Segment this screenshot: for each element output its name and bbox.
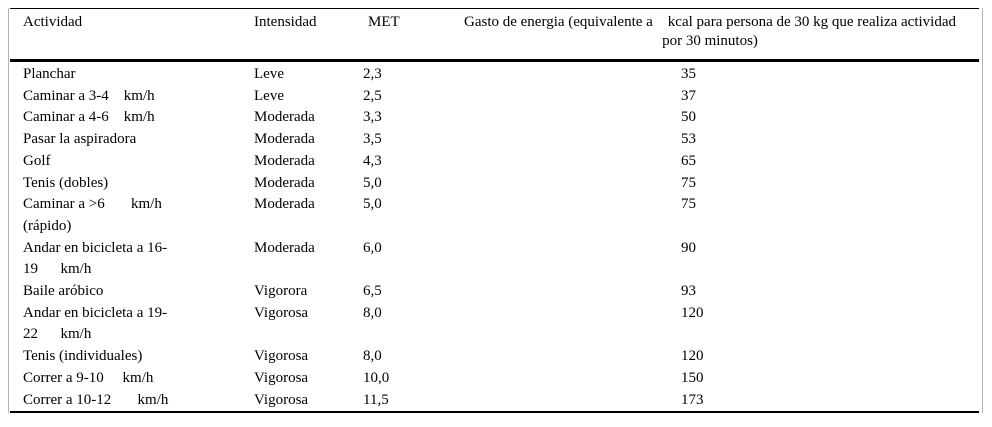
table-row: Baile aróbico Vigorora 6,5 93 xyxy=(10,281,979,303)
table-row: Caminar a >6 km/h (rápido) Moderada 5,0 … xyxy=(10,194,979,237)
activity-cell: Correr a 9-10 km/h xyxy=(23,369,154,386)
activity-met-table: Actividad Intensidad MET Gasto de energi… xyxy=(8,8,983,414)
intensity-cell: Vigorosa xyxy=(254,391,309,408)
met-cell: 11,5 xyxy=(363,391,389,408)
met-cell: 8,0 xyxy=(363,348,382,365)
table-row: Golf Moderada 4,3 65 xyxy=(10,151,979,173)
met-cell: 4,3 xyxy=(363,152,382,169)
table-row: Pasar la aspiradora Moderada 3,5 53 xyxy=(10,129,979,151)
intensity-cell: Moderada xyxy=(254,239,315,256)
activity-cell: Pasar la aspiradora xyxy=(23,131,137,148)
intensity-cell: Vigorosa xyxy=(254,369,309,386)
activity-cell: Correr a 10-12 km/h xyxy=(23,391,169,408)
intensity-cell: Moderada xyxy=(254,174,315,191)
table-row: Tenis (individuales) Vigorosa 8,0 120 xyxy=(10,346,979,368)
kcal-cell: 75 xyxy=(681,174,696,191)
activity-cell: Andar en bicicleta a 16- 19 km/h xyxy=(23,239,168,278)
kcal-cell: 150 xyxy=(681,369,704,386)
intensity-cell: Leve xyxy=(254,87,284,104)
table-row: Andar en bicicleta a 16- 19 km/h Moderad… xyxy=(10,238,979,281)
table-row: Correr a 10-12 km/h Vigorosa 11,5 173 xyxy=(10,390,979,413)
met-cell: 5,0 xyxy=(363,174,382,191)
met-cell: 8,0 xyxy=(363,304,382,321)
kcal-cell: 37 xyxy=(681,87,696,104)
kcal-cell: 65 xyxy=(681,152,696,169)
activity-cell: Caminar a 3-4 km/h xyxy=(23,87,155,104)
header-row: Actividad Intensidad MET Gasto de energi… xyxy=(10,9,979,61)
table-row: Andar en bicicleta a 19- 22 km/h Vigoros… xyxy=(10,303,979,346)
intensity-cell: Vigorosa xyxy=(254,348,309,365)
met-cell: 2,5 xyxy=(363,87,382,104)
intensity-cell: Moderada xyxy=(254,152,315,169)
intensity-cell: Moderada xyxy=(254,196,315,213)
kcal-cell: 120 xyxy=(681,348,704,365)
kcal-cell: 120 xyxy=(681,304,704,321)
column-header-gasto-energia: Gasto de energia (equivalente a kcal par… xyxy=(464,14,956,49)
table-row: Correr a 9-10 km/h Vigorosa 10,0 150 xyxy=(10,368,979,390)
met-cell: 5,0 xyxy=(363,196,382,213)
met-cell: 6,0 xyxy=(363,239,382,256)
intensity-cell: Vigorosa xyxy=(254,304,309,321)
activity-cell: Caminar a >6 km/h (rápido) xyxy=(23,196,162,234)
intensity-cell: Moderada xyxy=(254,131,315,148)
activity-cell: Andar en bicicleta a 19- 22 km/h xyxy=(23,304,168,343)
kcal-cell: 35 xyxy=(681,66,696,82)
table-row: Tenis (dobles) Moderada 5,0 75 xyxy=(10,173,979,195)
kcal-cell: 75 xyxy=(681,196,696,213)
activity-cell: Caminar a 4-6 km/h xyxy=(23,109,155,126)
activity-cell: Golf xyxy=(23,152,51,169)
intensity-cell: Moderada xyxy=(254,109,315,126)
table-body: Planchar Leve 2,3 35 Caminar a 3-4 km/h … xyxy=(10,61,979,413)
kcal-cell: 173 xyxy=(681,391,704,408)
activity-cell: Planchar xyxy=(23,66,76,82)
activity-cell: Baile aróbico xyxy=(23,283,104,300)
kcal-cell: 90 xyxy=(681,239,696,256)
kcal-cell: 50 xyxy=(681,109,696,126)
met-cell: 3,5 xyxy=(363,131,382,148)
met-cell: 2,3 xyxy=(363,66,382,82)
met-cell: 6,5 xyxy=(363,283,382,300)
data-table: Actividad Intensidad MET Gasto de energi… xyxy=(10,8,979,414)
table-row: Caminar a 3-4 km/h Leve 2,5 37 xyxy=(10,86,979,108)
met-cell: 10,0 xyxy=(363,369,390,386)
column-header-met: MET xyxy=(368,14,400,30)
met-cell: 3,3 xyxy=(363,109,382,126)
intensity-cell: Leve xyxy=(254,66,284,82)
table-row: Caminar a 4-6 km/h Moderada 3,3 50 xyxy=(10,107,979,129)
column-header-intensidad: Intensidad xyxy=(254,14,317,30)
table-row: Planchar Leve 2,3 35 xyxy=(10,61,979,86)
column-header-actividad: Actividad xyxy=(23,14,83,30)
kcal-cell: 93 xyxy=(681,283,696,300)
intensity-cell: Vigorora xyxy=(254,283,308,300)
activity-cell: Tenis (individuales) xyxy=(23,348,143,365)
activity-cell: Tenis (dobles) xyxy=(23,174,109,191)
kcal-cell: 53 xyxy=(681,131,696,148)
